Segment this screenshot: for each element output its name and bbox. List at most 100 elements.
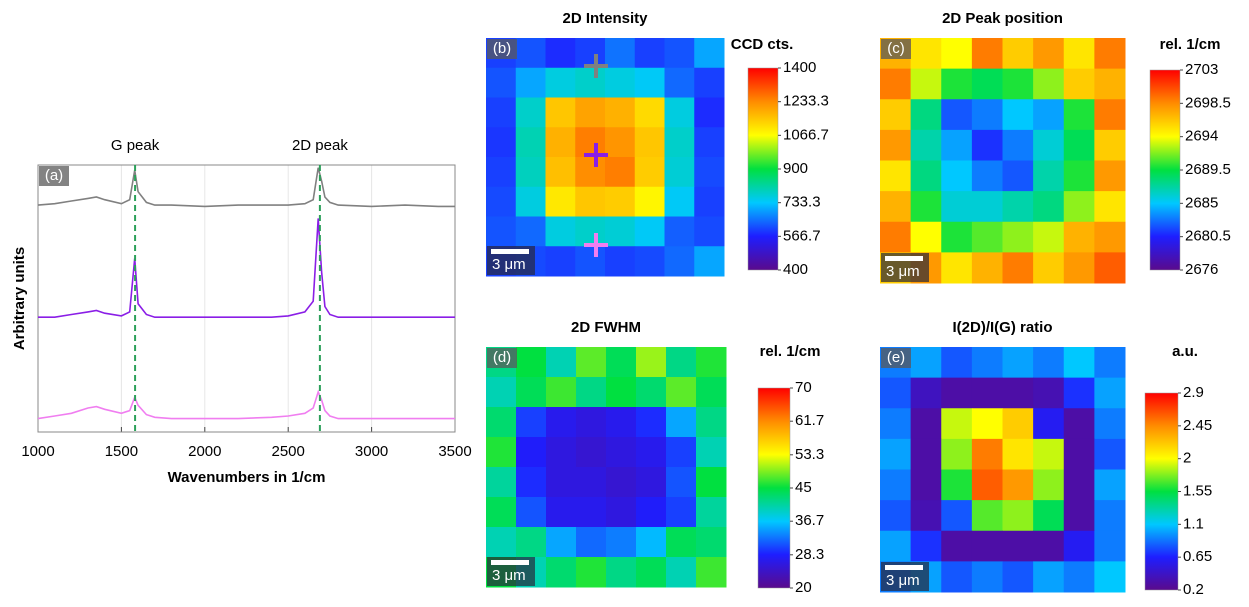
- colorbar-title: a.u.: [1172, 343, 1198, 360]
- colorbar: [1145, 393, 1178, 590]
- map-cell: [696, 527, 727, 558]
- colorbar-tick-label: 45: [795, 479, 812, 496]
- map-title: 2D FWHM: [571, 319, 641, 336]
- map-cell: [516, 377, 547, 408]
- map-cell: [1064, 378, 1095, 409]
- map-cell: [1064, 531, 1095, 562]
- map-cell: [606, 467, 637, 498]
- map-cell: [575, 98, 605, 128]
- map-cell: [1094, 191, 1125, 222]
- map-cell: [635, 38, 665, 68]
- map-cell: [666, 557, 697, 588]
- map-cell: [1033, 347, 1064, 378]
- map-cell: [635, 98, 665, 128]
- map-cell: [880, 161, 911, 192]
- map-cell: [972, 191, 1003, 222]
- map-cell: [1003, 38, 1034, 69]
- map-cell: [636, 347, 667, 378]
- map-cell: [941, 99, 972, 130]
- map-cell: [696, 407, 727, 438]
- map-cell: [911, 69, 942, 100]
- map-cell: [696, 557, 727, 588]
- map-cell: [972, 130, 1003, 161]
- colorbar-tick-label: 733.3: [783, 194, 821, 211]
- map-cell: [1033, 500, 1064, 531]
- map-cell: [605, 217, 635, 247]
- map-cell: [486, 217, 516, 247]
- map-cell: [665, 127, 695, 157]
- map-cell: [546, 467, 577, 498]
- map-cell: [606, 377, 637, 408]
- map-cell: [606, 347, 637, 378]
- map-cell: [941, 378, 972, 409]
- map-cell: [941, 470, 972, 501]
- map-cell: [666, 467, 697, 498]
- map-cell: [636, 437, 667, 468]
- map-cell: [1094, 69, 1125, 100]
- map-cell: [694, 246, 724, 276]
- map-cell: [516, 497, 547, 528]
- panel-label: (e): [887, 349, 905, 366]
- scale-bar-label: 3 μm: [492, 256, 526, 273]
- map-cell: [1003, 378, 1034, 409]
- map-cell: [546, 187, 576, 217]
- map-cell: [546, 347, 577, 378]
- map-cell: [575, 246, 605, 276]
- map-cell: [941, 252, 972, 283]
- map-cell: [1033, 99, 1064, 130]
- x-tick-label: 1500: [105, 443, 138, 460]
- map-cell: [941, 347, 972, 378]
- colorbar-tick-label: 2698.5: [1185, 94, 1231, 111]
- map-cell: [1033, 38, 1064, 69]
- map-cell: [941, 561, 972, 592]
- map-cell: [666, 347, 697, 378]
- map-cell: [1064, 222, 1095, 253]
- colorbar-tick-label: 61.7: [795, 412, 824, 429]
- map-cell: [605, 98, 635, 128]
- map-cell: [486, 127, 516, 157]
- map-cell: [605, 187, 635, 217]
- colorbar-tick-label: 2: [1183, 450, 1191, 467]
- map-cell: [972, 408, 1003, 439]
- map-cell: [1033, 561, 1064, 592]
- map-cell: [880, 222, 911, 253]
- colorbar-tick-label: 2685: [1185, 194, 1218, 211]
- map-cell: [575, 187, 605, 217]
- figure: 100015002000250030003500G peak2D peakWav…: [0, 0, 1249, 602]
- map-cell: [941, 222, 972, 253]
- map-cell: [1003, 130, 1034, 161]
- colorbar-tick-label: 70: [795, 379, 812, 396]
- map-cell: [516, 127, 546, 157]
- map-cell: [665, 187, 695, 217]
- map-cell: [1094, 408, 1125, 439]
- map-cell: [880, 378, 911, 409]
- spectrum-line: [38, 168, 455, 207]
- map-cell: [516, 407, 547, 438]
- map-cell: [972, 378, 1003, 409]
- map-cell: [666, 407, 697, 438]
- scale-bar-label: 3 μm: [886, 263, 920, 280]
- map-cell: [576, 557, 607, 588]
- map-cell: [911, 38, 942, 69]
- map-cell: [516, 157, 546, 187]
- map-cell: [516, 98, 546, 128]
- colorbar-tick-label: 566.7: [783, 227, 821, 244]
- map-cell: [694, 68, 724, 98]
- map-cell: [636, 467, 667, 498]
- map-cell: [941, 191, 972, 222]
- scale-bar: [885, 256, 923, 261]
- colorbar-tick-label: 0.65: [1183, 548, 1212, 565]
- peak-label: G peak: [111, 137, 160, 154]
- map-title: 2D Peak position: [942, 10, 1063, 27]
- colorbar-tick-label: 1066.7: [783, 126, 829, 143]
- map-cell: [486, 497, 517, 528]
- map-cell: [696, 437, 727, 468]
- scale-bar-label: 3 μm: [886, 572, 920, 589]
- map-cell: [605, 68, 635, 98]
- y-axis-label: Arbitrary units: [11, 247, 28, 350]
- map-cell: [972, 252, 1003, 283]
- map-cell: [972, 347, 1003, 378]
- map-cell: [665, 217, 695, 247]
- map-cell: [665, 157, 695, 187]
- map-cell: [696, 467, 727, 498]
